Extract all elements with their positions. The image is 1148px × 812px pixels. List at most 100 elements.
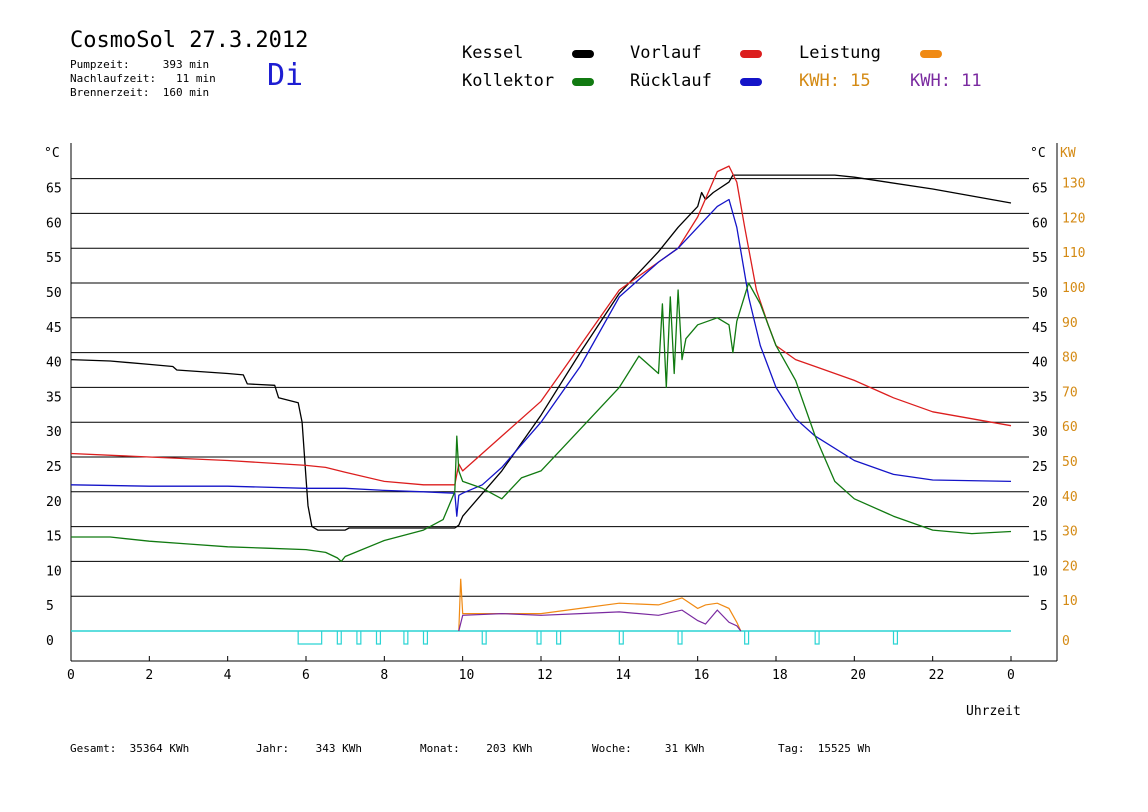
y-tick-label: 35 bbox=[46, 390, 62, 405]
y-tick-label: 10 bbox=[46, 564, 62, 579]
series-line-r-cklauf bbox=[70, 198, 1012, 517]
y-tick-label: 55 bbox=[46, 251, 62, 266]
chart-title: CosmoSol 27.3.2012 bbox=[70, 28, 309, 53]
pump-pulse bbox=[618, 631, 624, 645]
x-tick-label: 6 bbox=[302, 668, 310, 683]
y2-tick-label: 60 bbox=[1062, 420, 1078, 435]
pump-pulse bbox=[677, 631, 683, 645]
temperature-series bbox=[70, 165, 1012, 563]
pump-pulse bbox=[814, 631, 820, 645]
y-right-tick-label: 60 bbox=[1032, 216, 1048, 231]
y2-tick-label: 70 bbox=[1062, 385, 1078, 400]
x-tick-label: 10 bbox=[459, 668, 475, 683]
y-right-tick-label: 45 bbox=[1032, 321, 1048, 336]
y-right-tick-label: 65 bbox=[1032, 182, 1048, 197]
pump-pulse bbox=[744, 631, 750, 645]
x-tick-label: 20 bbox=[850, 668, 866, 683]
y-right-tick-label: 5 bbox=[1040, 599, 1048, 614]
y2-tick-label: 0 bbox=[1062, 634, 1070, 649]
pump-pulse bbox=[297, 631, 323, 645]
y-tick-label: 60 bbox=[46, 216, 62, 231]
pump-pulse bbox=[336, 631, 342, 645]
power-series bbox=[458, 578, 742, 632]
y2-tick-label: 110 bbox=[1062, 246, 1085, 261]
power-line-leistung bbox=[458, 578, 742, 632]
pump-pulse bbox=[892, 631, 899, 645]
pump-pulse bbox=[422, 631, 429, 645]
legend-kessel-swatch bbox=[572, 50, 594, 58]
y-tick-label: 20 bbox=[46, 495, 62, 510]
pump-pulse bbox=[375, 631, 382, 645]
pump-pulse bbox=[481, 631, 487, 645]
legend-ruecklauf-label: Rücklauf bbox=[630, 71, 712, 91]
x-tick-label: 16 bbox=[694, 668, 710, 683]
brennerzeit-stat: Brennerzeit: 160 min bbox=[70, 86, 210, 99]
legend-kwh-purple: KWH: 11 bbox=[910, 71, 982, 91]
x-tick-label: 18 bbox=[772, 668, 788, 683]
x-tick-label: 22 bbox=[929, 668, 945, 683]
footer-jahr: Jahr: 343 KWh bbox=[256, 742, 362, 755]
axes bbox=[70, 143, 1058, 662]
pump-activity bbox=[71, 630, 1011, 645]
legend-leistung-label: Leistung bbox=[799, 43, 881, 63]
pump-pulse bbox=[403, 631, 409, 645]
y2-axis-unit: KW bbox=[1060, 146, 1076, 161]
x-tick-label: 14 bbox=[615, 668, 631, 683]
y-axis-unit-left: °C bbox=[44, 146, 60, 161]
y2-tick-label: 120 bbox=[1062, 211, 1085, 226]
pumpzeit-stat: Pumpzeit: 393 min bbox=[70, 58, 210, 71]
axis-labels: 05101520253035404550556065°C510152025303… bbox=[44, 146, 1085, 719]
legend-kwh-orange: KWH: 15 bbox=[799, 71, 871, 91]
legend-kollektor-label: Kollektor bbox=[462, 71, 555, 91]
x-tick-label: 4 bbox=[224, 668, 232, 683]
series-line-kollektor bbox=[71, 282, 1012, 563]
x-tick-label: 8 bbox=[380, 668, 388, 683]
y-tick-label: 15 bbox=[46, 530, 62, 545]
pump-pulse bbox=[356, 631, 362, 645]
pump-pulse bbox=[536, 631, 542, 645]
y2-tick-label: 100 bbox=[1062, 281, 1085, 296]
legend-kessel-label: Kessel bbox=[462, 43, 524, 63]
legend-kollektor-swatch bbox=[572, 78, 594, 86]
y-tick-label: 0 bbox=[46, 634, 54, 649]
y2-tick-label: 80 bbox=[1062, 351, 1078, 366]
series-line-vorlauf bbox=[70, 165, 1012, 486]
power-line-kwh-purple bbox=[458, 609, 742, 632]
y-right-tick-label: 25 bbox=[1032, 460, 1048, 475]
footer-gesamt: Gesamt: 35364 KWh bbox=[70, 742, 190, 755]
y-right-tick-label: 40 bbox=[1032, 356, 1048, 371]
y-right-tick-label: 35 bbox=[1032, 390, 1048, 405]
legend-vorlauf-swatch bbox=[740, 50, 762, 58]
x-axis-label: Uhrzeit bbox=[966, 704, 1021, 719]
y-right-tick-label: 15 bbox=[1032, 530, 1048, 545]
y-tick-label: 45 bbox=[46, 321, 62, 336]
y-right-tick-label: 30 bbox=[1032, 425, 1048, 440]
y2-tick-label: 90 bbox=[1062, 316, 1078, 331]
y2-tick-label: 10 bbox=[1062, 594, 1078, 609]
y2-tick-label: 40 bbox=[1062, 490, 1078, 505]
legend-ruecklauf-swatch bbox=[740, 78, 762, 86]
x-tick-label: 12 bbox=[537, 668, 553, 683]
x-tick-label: 2 bbox=[145, 668, 153, 683]
x-tick-label: 0 bbox=[67, 668, 75, 683]
y2-tick-label: 50 bbox=[1062, 455, 1078, 470]
y-tick-label: 50 bbox=[46, 286, 62, 301]
y2-tick-label: 20 bbox=[1062, 559, 1078, 574]
y-axis-unit-right: °C bbox=[1030, 146, 1046, 161]
x-tick-label: 0 bbox=[1007, 668, 1015, 683]
y-right-tick-label: 10 bbox=[1032, 564, 1048, 579]
y-right-tick-label: 50 bbox=[1032, 286, 1048, 301]
y-tick-label: 65 bbox=[46, 182, 62, 197]
y-tick-label: 40 bbox=[46, 356, 62, 371]
pump-pulse bbox=[556, 631, 562, 645]
legend-vorlauf-label: Vorlauf bbox=[630, 43, 702, 63]
footer-tag: Tag: 15525 Wh bbox=[778, 742, 871, 755]
series-line-kessel bbox=[70, 174, 1012, 531]
y-right-tick-label: 55 bbox=[1032, 251, 1048, 266]
grid-lines bbox=[71, 178, 1029, 597]
y-tick-label: 30 bbox=[46, 425, 62, 440]
y-tick-label: 5 bbox=[46, 599, 54, 614]
weekday-label: Di bbox=[267, 58, 304, 93]
y-tick-label: 25 bbox=[46, 460, 62, 475]
